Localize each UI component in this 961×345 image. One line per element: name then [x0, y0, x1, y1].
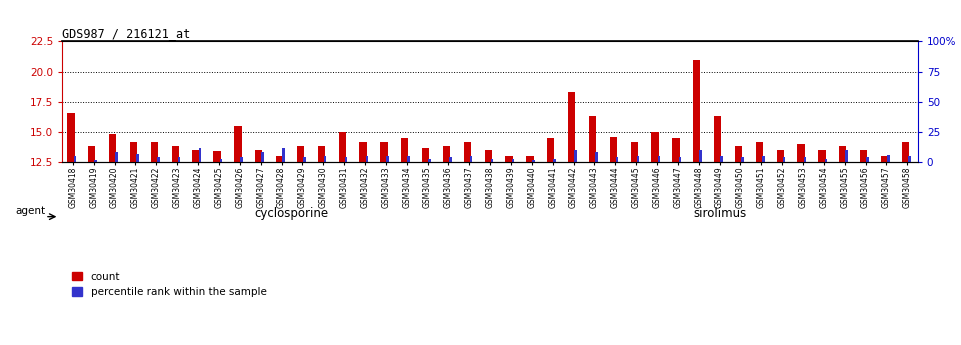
- Bar: [74, 156, 76, 162]
- Text: cyclosporine: cyclosporine: [255, 207, 329, 220]
- Bar: [283, 148, 284, 162]
- Bar: [491, 158, 493, 162]
- Bar: [67, 112, 75, 162]
- Legend: count, percentile rank within the sample: count, percentile rank within the sample: [67, 267, 271, 301]
- Bar: [109, 134, 116, 162]
- Bar: [825, 158, 827, 162]
- Bar: [755, 141, 763, 162]
- Bar: [429, 158, 431, 162]
- Bar: [338, 132, 346, 162]
- Bar: [130, 141, 137, 162]
- Bar: [115, 152, 118, 162]
- Bar: [846, 150, 848, 162]
- Bar: [798, 144, 804, 162]
- Bar: [714, 116, 722, 162]
- Bar: [261, 152, 264, 162]
- Bar: [449, 157, 452, 162]
- Bar: [381, 141, 387, 162]
- Bar: [359, 141, 367, 162]
- Text: sirolimus: sirolimus: [693, 207, 746, 220]
- Bar: [887, 155, 890, 162]
- Bar: [575, 150, 577, 162]
- Bar: [276, 156, 283, 162]
- Bar: [422, 148, 430, 162]
- Bar: [151, 141, 158, 162]
- Bar: [637, 156, 639, 162]
- Bar: [157, 157, 160, 162]
- Bar: [255, 150, 262, 162]
- Bar: [568, 92, 576, 162]
- Bar: [803, 157, 806, 162]
- Bar: [776, 150, 784, 162]
- Bar: [762, 156, 765, 162]
- Bar: [88, 146, 95, 162]
- Bar: [213, 151, 221, 162]
- Bar: [881, 156, 888, 162]
- Bar: [401, 138, 408, 162]
- Bar: [741, 157, 744, 162]
- Bar: [365, 156, 368, 162]
- Bar: [505, 156, 512, 162]
- Bar: [554, 158, 555, 162]
- Bar: [700, 150, 702, 162]
- Text: GDS987 / 216121_at: GDS987 / 216121_at: [62, 27, 190, 40]
- Bar: [616, 157, 619, 162]
- Bar: [819, 150, 825, 162]
- Bar: [908, 156, 910, 162]
- Bar: [234, 126, 241, 162]
- Bar: [303, 157, 306, 162]
- Bar: [839, 146, 847, 162]
- Bar: [136, 154, 138, 162]
- Bar: [630, 141, 638, 162]
- Bar: [297, 146, 304, 162]
- Bar: [673, 138, 679, 162]
- Bar: [443, 146, 450, 162]
- Bar: [511, 158, 514, 162]
- Bar: [901, 141, 909, 162]
- Bar: [94, 160, 97, 162]
- Bar: [589, 116, 596, 162]
- Bar: [345, 157, 347, 162]
- Bar: [547, 138, 554, 162]
- Bar: [192, 150, 200, 162]
- Bar: [652, 132, 658, 162]
- Bar: [866, 157, 869, 162]
- Bar: [678, 157, 681, 162]
- Bar: [609, 137, 617, 162]
- Bar: [318, 146, 325, 162]
- Bar: [693, 59, 701, 162]
- Bar: [595, 152, 598, 162]
- Bar: [172, 146, 179, 162]
- Bar: [463, 141, 471, 162]
- Bar: [783, 157, 785, 162]
- Bar: [240, 157, 243, 162]
- Bar: [199, 148, 201, 162]
- Bar: [470, 156, 473, 162]
- Bar: [860, 150, 868, 162]
- Text: agent: agent: [15, 206, 46, 216]
- Bar: [386, 156, 389, 162]
- Bar: [219, 158, 222, 162]
- Bar: [657, 156, 660, 162]
- Bar: [324, 156, 327, 162]
- Bar: [735, 146, 742, 162]
- Bar: [532, 160, 535, 162]
- Bar: [407, 156, 410, 162]
- Bar: [720, 156, 723, 162]
- Bar: [484, 150, 492, 162]
- Bar: [527, 156, 533, 162]
- Bar: [178, 157, 181, 162]
